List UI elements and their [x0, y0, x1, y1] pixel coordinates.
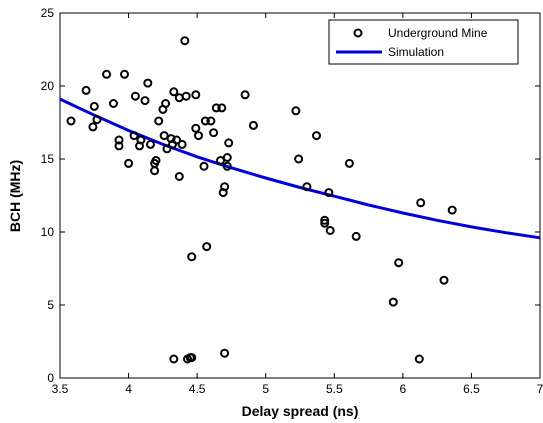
data-point — [224, 138, 234, 148]
x-tick-label: 7 — [537, 382, 543, 396]
data-point — [312, 131, 321, 141]
data-point — [414, 354, 424, 364]
data-point — [320, 218, 330, 228]
data-point — [120, 69, 129, 79]
data-point — [240, 90, 250, 100]
data-point — [102, 69, 112, 79]
legend-label-simulation: Simulation — [388, 45, 444, 59]
data-point — [81, 85, 91, 95]
x-tick-label: 5 — [262, 382, 269, 396]
data-point — [220, 348, 230, 358]
data-point — [211, 103, 221, 113]
data-point — [248, 120, 258, 130]
data-point — [181, 91, 191, 101]
y-tick-label: 15 — [41, 152, 55, 166]
axis-ticks: 3.5 4 4.5 5 5.5 6 6.5 7 0 5 10 15 20 25 — [41, 6, 543, 396]
data-point — [124, 158, 134, 168]
y-tick-label: 25 — [41, 6, 55, 20]
x-axis-label: Delay spread (ns) — [242, 403, 359, 419]
data-point — [199, 161, 209, 171]
data-point — [388, 297, 398, 307]
data-point — [191, 123, 201, 133]
data-point — [222, 161, 232, 171]
data-point — [92, 115, 102, 125]
data-point — [177, 139, 187, 149]
legend-marker-underground-mine — [353, 28, 363, 38]
data-point — [344, 158, 354, 168]
data-point — [66, 116, 76, 126]
data-point — [324, 188, 334, 198]
data-point — [130, 91, 140, 101]
legend-box — [328, 19, 519, 65]
legend-label-underground-mine: Underground Mine — [388, 26, 488, 40]
data-point — [109, 99, 118, 108]
legend: Underground Mine Simulation — [328, 19, 519, 65]
x-tick-label: 6 — [400, 382, 407, 396]
data-point — [161, 99, 171, 108]
y-tick-label: 10 — [41, 225, 55, 239]
data-point — [162, 144, 172, 154]
data-point — [114, 135, 124, 145]
data-point — [88, 122, 98, 132]
data-point — [154, 116, 164, 126]
data-point — [143, 78, 153, 88]
data-point — [351, 231, 361, 241]
underground-mine-series — [66, 36, 457, 364]
data-point — [129, 131, 139, 141]
x-tick-label: 6.5 — [463, 382, 480, 396]
y-tick-label: 20 — [41, 79, 55, 93]
data-point — [136, 135, 146, 145]
data-point — [209, 128, 219, 138]
data-point — [187, 252, 197, 262]
data-point — [89, 101, 99, 111]
data-point — [294, 154, 304, 164]
data-point — [169, 354, 179, 364]
data-point — [174, 172, 184, 181]
data-point — [206, 116, 216, 126]
data-point — [202, 242, 212, 252]
data-point — [217, 103, 227, 113]
simulation-series — [59, 97, 541, 240]
data-point — [140, 96, 150, 106]
data-point — [320, 215, 330, 225]
data-point — [439, 275, 449, 285]
data-point — [416, 198, 426, 208]
data-point — [180, 36, 190, 46]
y-tick-label: 0 — [47, 371, 54, 385]
data-point — [151, 156, 161, 165]
data-point — [220, 182, 230, 192]
data-point — [146, 139, 155, 149]
y-axis-label: BCH (MHz) — [7, 160, 23, 232]
data-point — [187, 353, 197, 363]
data-point — [200, 116, 210, 126]
data-point — [114, 141, 124, 151]
y-tick-label: 5 — [47, 298, 54, 312]
data-point — [447, 205, 457, 215]
data-point — [191, 90, 201, 100]
plot-area — [59, 12, 541, 379]
data-point — [325, 226, 335, 235]
data-point — [394, 258, 404, 268]
data-point — [169, 87, 179, 97]
data-point — [172, 135, 182, 145]
data-point — [194, 131, 203, 141]
x-tick-label: 5.5 — [326, 382, 343, 396]
x-tick-label: 4 — [125, 382, 132, 396]
x-tick-label: 4.5 — [189, 382, 206, 396]
x-tick-label: 3.5 — [52, 382, 69, 396]
data-point — [222, 153, 232, 162]
data-point — [159, 131, 169, 141]
data-point — [302, 182, 312, 192]
simulation-line — [59, 97, 541, 240]
data-point — [291, 106, 301, 116]
